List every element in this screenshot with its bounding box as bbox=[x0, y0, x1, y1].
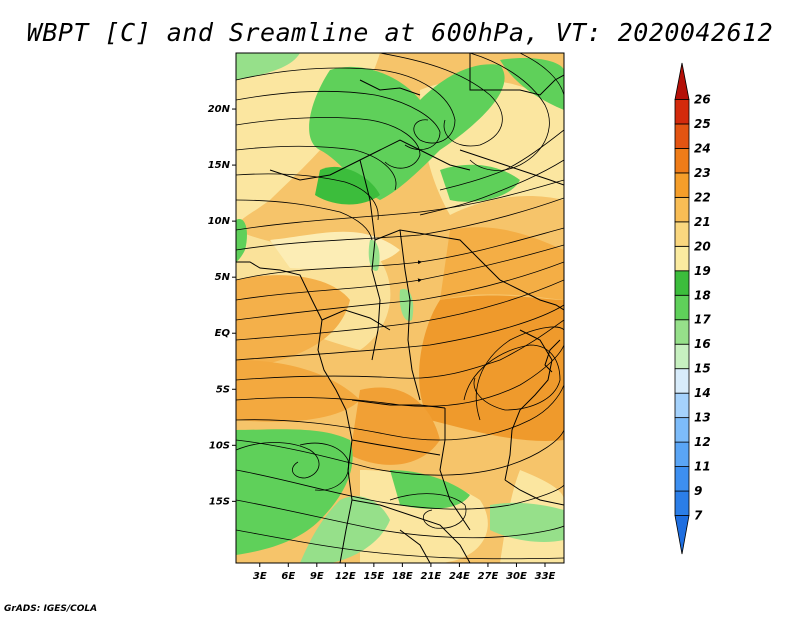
colorbar-label: 20 bbox=[694, 239, 711, 253]
lat-label: 20N bbox=[208, 104, 231, 115]
lon-label: 33E bbox=[535, 571, 556, 582]
lon-label: 12E bbox=[335, 571, 356, 582]
grads-credit: GrADS: IGES/COLA bbox=[4, 604, 98, 614]
colorbar-segment bbox=[674, 392, 690, 419]
colorbar-segment bbox=[674, 270, 690, 296]
colorbar-label: 26 bbox=[694, 92, 711, 106]
colorbar-segment bbox=[674, 196, 690, 223]
colorbar: 7 9 11 12 13 14 15 16 17 18 19 20 21 22 23 24 25 26 bbox=[674, 62, 711, 555]
colorbar-segment bbox=[674, 368, 690, 394]
colorbar-segment bbox=[674, 99, 690, 125]
colorbar-label: 19 bbox=[694, 264, 711, 278]
map-title: WBPT [C] and Sreamline at 600hPa, VT: 20… bbox=[26, 18, 774, 47]
lat-label: 5S bbox=[216, 384, 230, 395]
lat-label: 15N bbox=[208, 160, 231, 171]
latitude-axis: 20N 15N 10N 5N EQ 5S 10S 15S bbox=[208, 104, 236, 507]
colorbar-label: 12 bbox=[694, 435, 711, 449]
colorbar-segment bbox=[674, 294, 690, 321]
colorbar-label: 13 bbox=[694, 411, 711, 425]
lon-label: 9E bbox=[310, 571, 324, 582]
colorbar-label: 24 bbox=[694, 141, 711, 155]
colorbar-label: 16 bbox=[694, 337, 711, 351]
lon-label: 30E bbox=[506, 571, 527, 582]
colorbar-segment bbox=[674, 148, 690, 174]
lon-label: 15E bbox=[363, 571, 384, 582]
lat-label: EQ bbox=[215, 328, 231, 339]
colorbar-label: 11 bbox=[694, 460, 711, 474]
colorbar-label: 18 bbox=[694, 288, 711, 302]
lat-label: 10N bbox=[208, 216, 231, 227]
lon-label: 27E bbox=[478, 571, 499, 582]
longitude-axis: 3E 6E 9E 12E 15E 18E 21E 24E 27E 30E 33E bbox=[253, 563, 556, 582]
lon-label: 18E bbox=[392, 571, 413, 582]
colorbar-segment bbox=[674, 490, 690, 516]
colorbar-segment bbox=[674, 172, 690, 198]
colorbar-segment bbox=[674, 417, 690, 443]
wbpt-shading bbox=[236, 53, 564, 563]
colorbar-segment bbox=[674, 319, 690, 345]
colorbar-segment bbox=[674, 123, 690, 149]
colorbar-segment bbox=[674, 245, 690, 272]
colorbar-segment bbox=[674, 221, 690, 247]
lon-label: 24E bbox=[449, 571, 470, 582]
map-frame bbox=[235, 52, 565, 564]
lat-label: 10S bbox=[209, 440, 230, 451]
lon-label: 3E bbox=[253, 571, 267, 582]
lon-label: 6E bbox=[281, 571, 295, 582]
lat-label: 15S bbox=[209, 496, 230, 507]
colorbar-label: 9 bbox=[694, 484, 702, 498]
lat-label: 5N bbox=[215, 272, 231, 283]
colorbar-label: 15 bbox=[694, 362, 711, 376]
country-borders bbox=[236, 53, 564, 563]
colorbar-label: 21 bbox=[694, 215, 711, 229]
lon-label: 21E bbox=[421, 571, 442, 582]
colorbar-label: 7 bbox=[694, 509, 703, 523]
colorbar-label: 14 bbox=[694, 386, 711, 400]
colorbar-label: 23 bbox=[694, 166, 711, 180]
colorbar-label: 22 bbox=[694, 190, 711, 204]
colorbar-segment bbox=[674, 441, 690, 467]
colorbar-segment bbox=[674, 466, 690, 492]
colorbar-segment bbox=[674, 343, 690, 370]
streamlines bbox=[236, 53, 564, 560]
colorbar-label: 25 bbox=[694, 117, 711, 131]
colorbar-segment bbox=[674, 515, 690, 555]
colorbar-label: 17 bbox=[694, 313, 711, 327]
colorbar-segment bbox=[674, 62, 690, 100]
